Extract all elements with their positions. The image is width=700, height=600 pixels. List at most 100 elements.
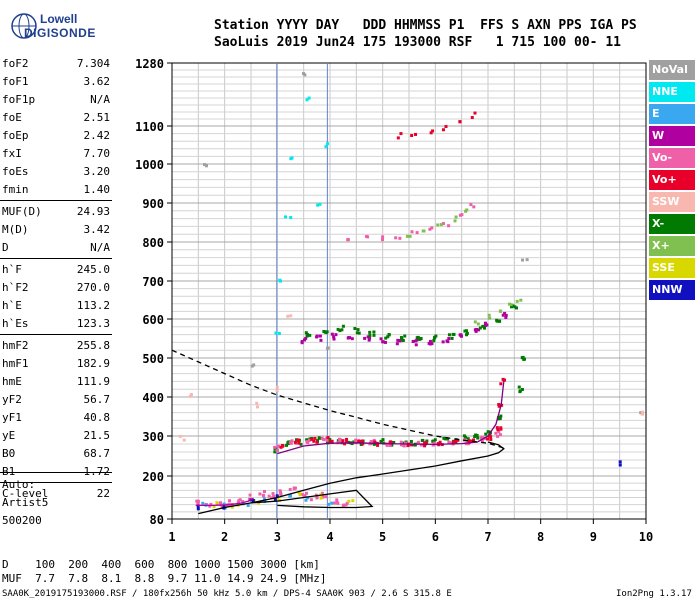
echo-point bbox=[368, 334, 372, 338]
echo-point bbox=[188, 394, 192, 398]
echo-point bbox=[386, 335, 390, 339]
echo-point bbox=[262, 489, 266, 493]
echo-point bbox=[299, 442, 303, 446]
y-tick-label: 700 bbox=[142, 275, 164, 289]
echo-point bbox=[355, 331, 359, 335]
auto-label: Auto: bbox=[2, 478, 36, 491]
echo-point bbox=[639, 411, 643, 415]
echo-point bbox=[428, 342, 432, 346]
param-name: yE bbox=[2, 429, 16, 442]
echo-point bbox=[392, 441, 396, 445]
echo-point bbox=[618, 460, 622, 464]
echo-point bbox=[431, 129, 435, 133]
echo-point bbox=[312, 439, 316, 443]
echo-point bbox=[373, 440, 377, 444]
echo-point bbox=[220, 505, 224, 509]
echo-point bbox=[304, 498, 308, 502]
param-value: 111.9 bbox=[76, 375, 110, 388]
param-name: M(D) bbox=[2, 223, 29, 236]
echo-point bbox=[278, 279, 282, 283]
echo-point bbox=[267, 494, 271, 498]
code-label: 500200 bbox=[2, 514, 42, 527]
echo-point bbox=[497, 416, 501, 420]
param-value: 3.20 bbox=[83, 165, 111, 178]
echo-point bbox=[228, 499, 232, 503]
echo-point bbox=[464, 209, 468, 213]
echo-point bbox=[415, 336, 419, 340]
echo-point bbox=[447, 440, 451, 444]
echo-point bbox=[345, 439, 349, 443]
echo-point bbox=[336, 501, 340, 505]
param-name: hmF2 bbox=[2, 339, 29, 352]
echo-point bbox=[441, 340, 445, 344]
echo-point bbox=[432, 339, 436, 343]
param-value: 1.40 bbox=[83, 183, 111, 196]
echo-point bbox=[189, 393, 193, 397]
param-value: 270.0 bbox=[76, 281, 110, 294]
echo-point bbox=[381, 438, 385, 442]
echo-point bbox=[489, 437, 493, 441]
legend-item: SSW bbox=[649, 192, 695, 212]
echo-point bbox=[477, 328, 481, 332]
echo-point bbox=[325, 330, 329, 334]
param-value: 7.70 bbox=[83, 147, 111, 160]
echo-point bbox=[380, 238, 384, 242]
trace-line bbox=[277, 381, 505, 455]
echo-point bbox=[499, 382, 503, 386]
echo-point bbox=[307, 96, 311, 100]
echo-point bbox=[443, 437, 447, 441]
echo-point bbox=[318, 334, 322, 338]
echo-point bbox=[496, 428, 500, 432]
x-tick-label: 9 bbox=[590, 530, 597, 544]
legend-item: SSE bbox=[649, 258, 695, 278]
param-row: foF1p N/A bbox=[2, 91, 110, 109]
echo-point bbox=[414, 132, 418, 136]
echo-point bbox=[511, 304, 515, 308]
echo-point bbox=[338, 437, 342, 441]
echo-point bbox=[430, 226, 434, 230]
echo-point bbox=[401, 339, 405, 343]
echo-point bbox=[398, 339, 402, 343]
echo-point bbox=[423, 444, 427, 448]
echo-point bbox=[402, 444, 406, 448]
echo-point bbox=[261, 493, 265, 497]
echo-point bbox=[384, 336, 388, 340]
echo-point bbox=[441, 128, 445, 132]
echo-point bbox=[351, 499, 355, 503]
echo-point bbox=[308, 333, 312, 337]
param-name: yF1 bbox=[2, 411, 22, 424]
param-row: fmin 1.40 bbox=[2, 181, 110, 199]
echo-point bbox=[332, 501, 336, 505]
param-value: 56.7 bbox=[83, 393, 111, 406]
echo-point bbox=[319, 496, 323, 500]
digisonde-logo: Lowell DIGISONDE bbox=[8, 6, 128, 46]
echo-point bbox=[456, 438, 460, 442]
echo-point bbox=[196, 507, 200, 511]
echo-point bbox=[318, 202, 322, 206]
echo-point bbox=[322, 438, 326, 442]
echo-point bbox=[458, 120, 462, 124]
echo-point bbox=[316, 203, 320, 207]
echo-point bbox=[509, 303, 513, 307]
echo-point bbox=[488, 316, 492, 320]
param-name: B0 bbox=[2, 447, 16, 460]
echo-point bbox=[517, 385, 521, 389]
param-row: h`F2 270.0 bbox=[2, 279, 110, 297]
param-name: h`E bbox=[2, 299, 22, 312]
echo-point bbox=[195, 499, 199, 503]
echo-point bbox=[379, 337, 383, 341]
echo-point bbox=[479, 436, 483, 440]
param-row: foEp 2.42 bbox=[2, 127, 110, 145]
echo-point bbox=[473, 320, 477, 324]
echo-point bbox=[472, 205, 476, 209]
param-name: foE bbox=[2, 111, 22, 124]
y-tick-label: 1100 bbox=[135, 120, 164, 134]
brand-line2: DIGISONDE bbox=[24, 26, 96, 40]
echo-point bbox=[272, 494, 276, 498]
echo-point bbox=[464, 329, 468, 333]
param-name: D bbox=[2, 241, 9, 254]
param-row: M(D) 3.42 bbox=[2, 221, 110, 239]
echo-point bbox=[236, 500, 240, 504]
echo-point bbox=[330, 332, 334, 336]
